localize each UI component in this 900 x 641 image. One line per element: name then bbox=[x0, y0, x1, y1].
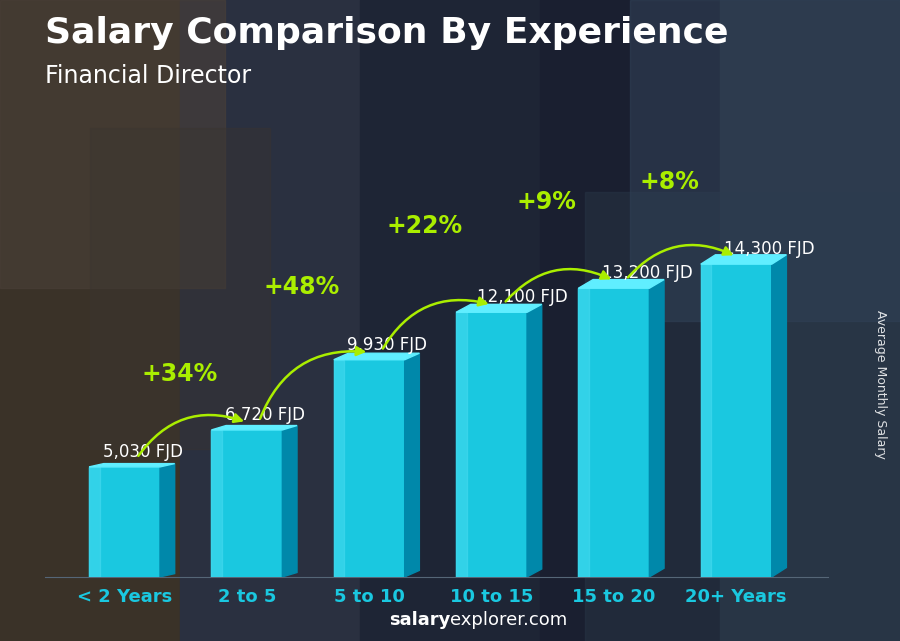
Polygon shape bbox=[283, 426, 297, 577]
Text: Salary Comparison By Experience: Salary Comparison By Experience bbox=[45, 16, 728, 50]
Text: +48%: +48% bbox=[264, 274, 340, 299]
Polygon shape bbox=[579, 279, 664, 288]
Text: explorer.com: explorer.com bbox=[450, 612, 567, 629]
Polygon shape bbox=[527, 304, 542, 577]
Polygon shape bbox=[89, 463, 175, 467]
Bar bbox=[579, 288, 650, 577]
Text: salary: salary bbox=[389, 612, 450, 629]
Bar bbox=[212, 430, 222, 577]
Text: Financial Director: Financial Director bbox=[45, 64, 251, 88]
Bar bbox=[360, 0, 540, 641]
Text: +34%: +34% bbox=[141, 362, 218, 386]
Text: 5,030 FJD: 5,030 FJD bbox=[103, 443, 183, 461]
Polygon shape bbox=[701, 254, 787, 264]
Bar bbox=[89, 467, 100, 577]
Polygon shape bbox=[212, 426, 297, 430]
Polygon shape bbox=[334, 353, 419, 360]
Bar bbox=[456, 312, 467, 577]
Polygon shape bbox=[456, 304, 542, 312]
Bar bbox=[334, 360, 345, 577]
Bar bbox=[0, 0, 225, 288]
Polygon shape bbox=[405, 353, 419, 577]
Text: 13,200 FJD: 13,200 FJD bbox=[602, 264, 692, 282]
Bar bbox=[180, 0, 360, 641]
Text: Average Monthly Salary: Average Monthly Salary bbox=[874, 310, 886, 459]
Text: 12,100 FJD: 12,100 FJD bbox=[477, 288, 568, 306]
Bar bbox=[334, 360, 405, 577]
Bar bbox=[212, 430, 283, 577]
Bar bbox=[0, 0, 180, 641]
Polygon shape bbox=[650, 279, 664, 577]
Bar bbox=[701, 264, 711, 577]
Bar bbox=[456, 312, 527, 577]
Text: +22%: +22% bbox=[386, 214, 463, 238]
Polygon shape bbox=[160, 463, 175, 577]
Bar bbox=[585, 192, 900, 641]
Bar bbox=[701, 264, 771, 577]
Bar bbox=[540, 0, 720, 641]
Bar bbox=[90, 128, 270, 449]
Text: 6,720 FJD: 6,720 FJD bbox=[225, 406, 305, 424]
Text: 14,300 FJD: 14,300 FJD bbox=[724, 240, 814, 258]
Polygon shape bbox=[771, 254, 787, 577]
Bar bbox=[630, 0, 900, 320]
Text: +9%: +9% bbox=[517, 190, 577, 214]
Bar bbox=[89, 467, 160, 577]
Bar bbox=[579, 288, 590, 577]
Text: 9,930 FJD: 9,930 FJD bbox=[347, 336, 428, 354]
Text: +8%: +8% bbox=[639, 170, 699, 194]
Bar bbox=[720, 0, 900, 641]
